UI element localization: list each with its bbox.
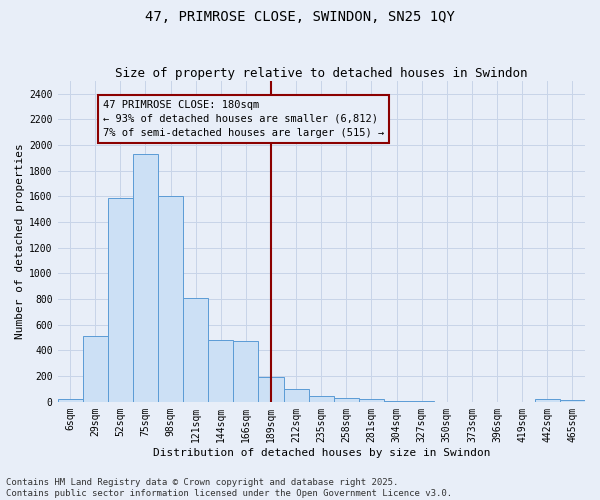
Bar — [560, 400, 585, 402]
Bar — [183, 298, 208, 402]
Bar — [58, 398, 83, 402]
Bar — [359, 400, 384, 402]
X-axis label: Distribution of detached houses by size in Swindon: Distribution of detached houses by size … — [152, 448, 490, 458]
Bar — [284, 389, 309, 402]
Y-axis label: Number of detached properties: Number of detached properties — [15, 144, 25, 339]
Text: Contains HM Land Registry data © Crown copyright and database right 2025.
Contai: Contains HM Land Registry data © Crown c… — [6, 478, 452, 498]
Bar — [535, 400, 560, 402]
Title: Size of property relative to detached houses in Swindon: Size of property relative to detached ho… — [115, 66, 527, 80]
Text: 47 PRIMROSE CLOSE: 180sqm
← 93% of detached houses are smaller (6,812)
7% of sem: 47 PRIMROSE CLOSE: 180sqm ← 93% of detac… — [103, 100, 384, 138]
Bar — [233, 342, 259, 402]
Bar — [158, 196, 183, 402]
Bar — [133, 154, 158, 402]
Bar — [108, 198, 133, 402]
Bar — [259, 377, 284, 402]
Text: 47, PRIMROSE CLOSE, SWINDON, SN25 1QY: 47, PRIMROSE CLOSE, SWINDON, SN25 1QY — [145, 10, 455, 24]
Bar — [309, 396, 334, 402]
Bar — [334, 398, 359, 402]
Bar — [208, 340, 233, 402]
Bar — [409, 401, 434, 402]
Bar — [83, 336, 108, 402]
Bar — [384, 400, 409, 402]
